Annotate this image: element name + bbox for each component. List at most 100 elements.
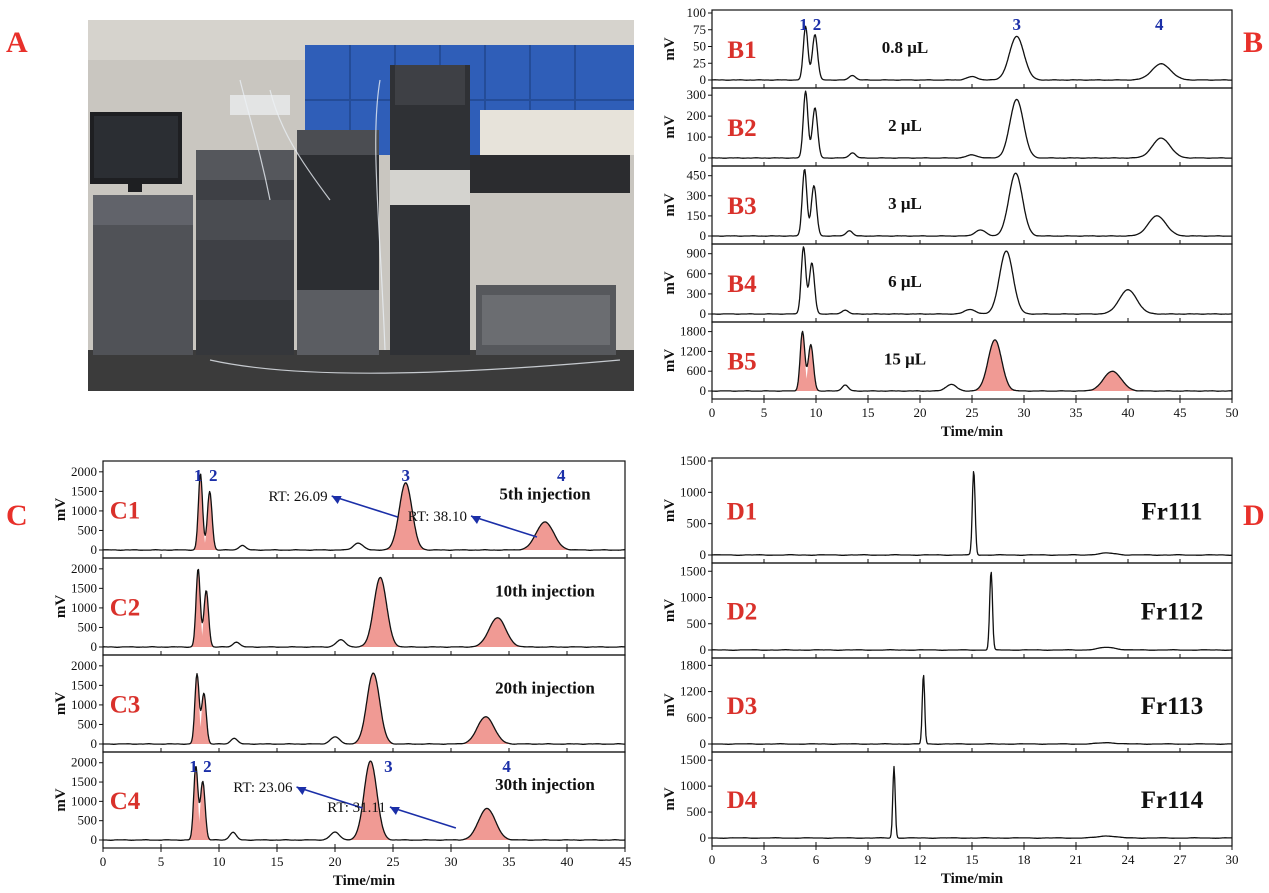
condition-label: 0.8 μL bbox=[882, 38, 928, 57]
chromatogram-trace bbox=[712, 765, 1232, 839]
y-tick-label: 75 bbox=[693, 22, 706, 37]
chart-C-C2: 0 500 1000 1500 2000 mV C2 10th injection bbox=[53, 557, 626, 656]
sub-chart-label: C1 bbox=[110, 498, 141, 525]
hplc-instrument-photo bbox=[88, 20, 634, 391]
x-tick-label: 24 bbox=[1122, 852, 1136, 867]
chromatogram-trace bbox=[711, 25, 1232, 81]
rt-arrow bbox=[296, 786, 363, 809]
fraction-label: Fr113 bbox=[1141, 693, 1204, 720]
sub-chart-label: B4 bbox=[727, 271, 757, 298]
y-axis-label: mV bbox=[662, 693, 678, 716]
panel-letter-a: A bbox=[6, 26, 28, 59]
chart-C-C1: 0 500 1000 1500 2000 mV C1 5th injection 1 2 3 4 RT:… bbox=[53, 460, 626, 559]
chart-B-B2: 0 100 200 300 mV B2 2 μL bbox=[662, 87, 1233, 167]
sub-chart-label: B3 bbox=[727, 193, 756, 220]
y-tick-label: 0 bbox=[91, 639, 98, 654]
chromatogram-trace bbox=[103, 568, 625, 648]
y-tick-label: 1200 bbox=[680, 343, 706, 358]
x-tick-label: 5 bbox=[158, 854, 165, 869]
y-tick-label: 2000 bbox=[71, 561, 97, 576]
x-tick-label: 25 bbox=[966, 405, 979, 420]
y-tick-label: 100 bbox=[687, 129, 707, 144]
y-tick-label: 0 bbox=[700, 736, 707, 751]
panel-letter-d: D bbox=[1243, 499, 1265, 532]
y-tick-label: 1800 bbox=[680, 657, 706, 672]
y-axis-label: mV bbox=[662, 37, 678, 60]
condition-label: 5th injection bbox=[499, 485, 591, 504]
peak-fill bbox=[518, 521, 572, 550]
y-tick-label: 1500 bbox=[680, 453, 706, 468]
x-tick-label: 10 bbox=[810, 405, 823, 420]
chart-C-C4: 0 500 1000 1500 2000 mV C4 30th injection 1 2 3 4 RT… bbox=[53, 751, 632, 889]
rt-annotation: RT: 31.11 bbox=[327, 800, 386, 816]
chromatogram-trace bbox=[711, 330, 1232, 392]
y-tick-label: 500 bbox=[687, 516, 707, 531]
y-axis-label: mV bbox=[662, 193, 678, 216]
y-tick-label: 0 bbox=[700, 547, 707, 562]
chart-D-D2: 0 500 1000 1500 mV D2 Fr112 bbox=[662, 562, 1233, 659]
x-axis-label: Time/min bbox=[941, 871, 1004, 887]
y-tick-label: 600 bbox=[687, 363, 707, 378]
chart-C-C3: 0 500 1000 1500 2000 mV C3 20th injection bbox=[53, 654, 626, 753]
y-tick-label: 1000 bbox=[71, 697, 97, 712]
y-tick-label: 1000 bbox=[680, 590, 706, 605]
y-axis-label: mV bbox=[53, 788, 69, 811]
x-tick-label: 0 bbox=[709, 405, 716, 420]
y-tick-label: 200 bbox=[687, 108, 707, 123]
y-tick-label: 2000 bbox=[71, 658, 97, 673]
peak-fill bbox=[354, 672, 393, 744]
y-tick-label: 100 bbox=[687, 5, 707, 20]
peak-number-1: 1 bbox=[189, 757, 198, 776]
x-tick-label: 6 bbox=[813, 852, 820, 867]
rt-arrowhead bbox=[389, 807, 400, 815]
x-tick-label: 40 bbox=[561, 854, 574, 869]
y-tick-label: 300 bbox=[687, 286, 707, 301]
x-tick-label: 35 bbox=[1070, 405, 1083, 420]
y-tick-label: 600 bbox=[687, 710, 707, 725]
chromatogram-trace bbox=[711, 674, 1232, 745]
y-tick-label: 1000 bbox=[680, 484, 706, 499]
x-tick-label: 30 bbox=[445, 854, 458, 869]
x-axis-label: Time/min bbox=[941, 424, 1004, 440]
y-axis-label: mV bbox=[662, 271, 678, 294]
y-axis-label: mV bbox=[662, 787, 678, 810]
sub-chart-label: D3 bbox=[727, 693, 758, 720]
y-tick-label: 500 bbox=[78, 716, 98, 731]
x-tick-label: 15 bbox=[862, 405, 875, 420]
y-axis-label: mV bbox=[662, 349, 678, 372]
x-tick-label: 15 bbox=[966, 852, 979, 867]
y-tick-label: 0 bbox=[700, 383, 707, 398]
chromatogram-trace bbox=[712, 571, 1232, 651]
chromatogram-trace bbox=[712, 90, 1232, 159]
condition-label: 30th injection bbox=[495, 775, 595, 794]
x-tick-label: 30 bbox=[1226, 852, 1239, 867]
x-tick-label: 45 bbox=[1174, 405, 1187, 420]
sub-chart-label: C4 bbox=[110, 788, 141, 815]
y-tick-label: 1000 bbox=[71, 600, 97, 615]
y-axis-label: mV bbox=[662, 115, 678, 138]
x-tick-label: 35 bbox=[503, 854, 516, 869]
y-axis-label: mV bbox=[53, 498, 69, 521]
chromatogram-trace bbox=[102, 473, 625, 551]
y-tick-label: 1000 bbox=[680, 778, 706, 793]
y-tick-label: 1500 bbox=[680, 752, 706, 767]
rt-arrow bbox=[331, 495, 398, 518]
chromatogram-trace bbox=[711, 168, 1232, 237]
peak-number-4: 4 bbox=[557, 466, 566, 485]
x-tick-label: 20 bbox=[914, 405, 927, 420]
sub-chart-label: C2 bbox=[110, 595, 141, 622]
y-tick-label: 500 bbox=[78, 619, 98, 634]
y-tick-label: 1200 bbox=[680, 684, 706, 699]
y-axis-label: mV bbox=[662, 499, 678, 522]
y-tick-label: 900 bbox=[687, 246, 707, 261]
x-tick-label: 20 bbox=[329, 854, 342, 869]
chromatogram-trace bbox=[712, 246, 1232, 315]
y-tick-label: 25 bbox=[693, 55, 706, 70]
x-tick-label: 45 bbox=[619, 854, 632, 869]
x-tick-label: 10 bbox=[213, 854, 226, 869]
x-tick-label: 9 bbox=[865, 852, 872, 867]
panel-letter-b: B bbox=[1243, 26, 1263, 59]
